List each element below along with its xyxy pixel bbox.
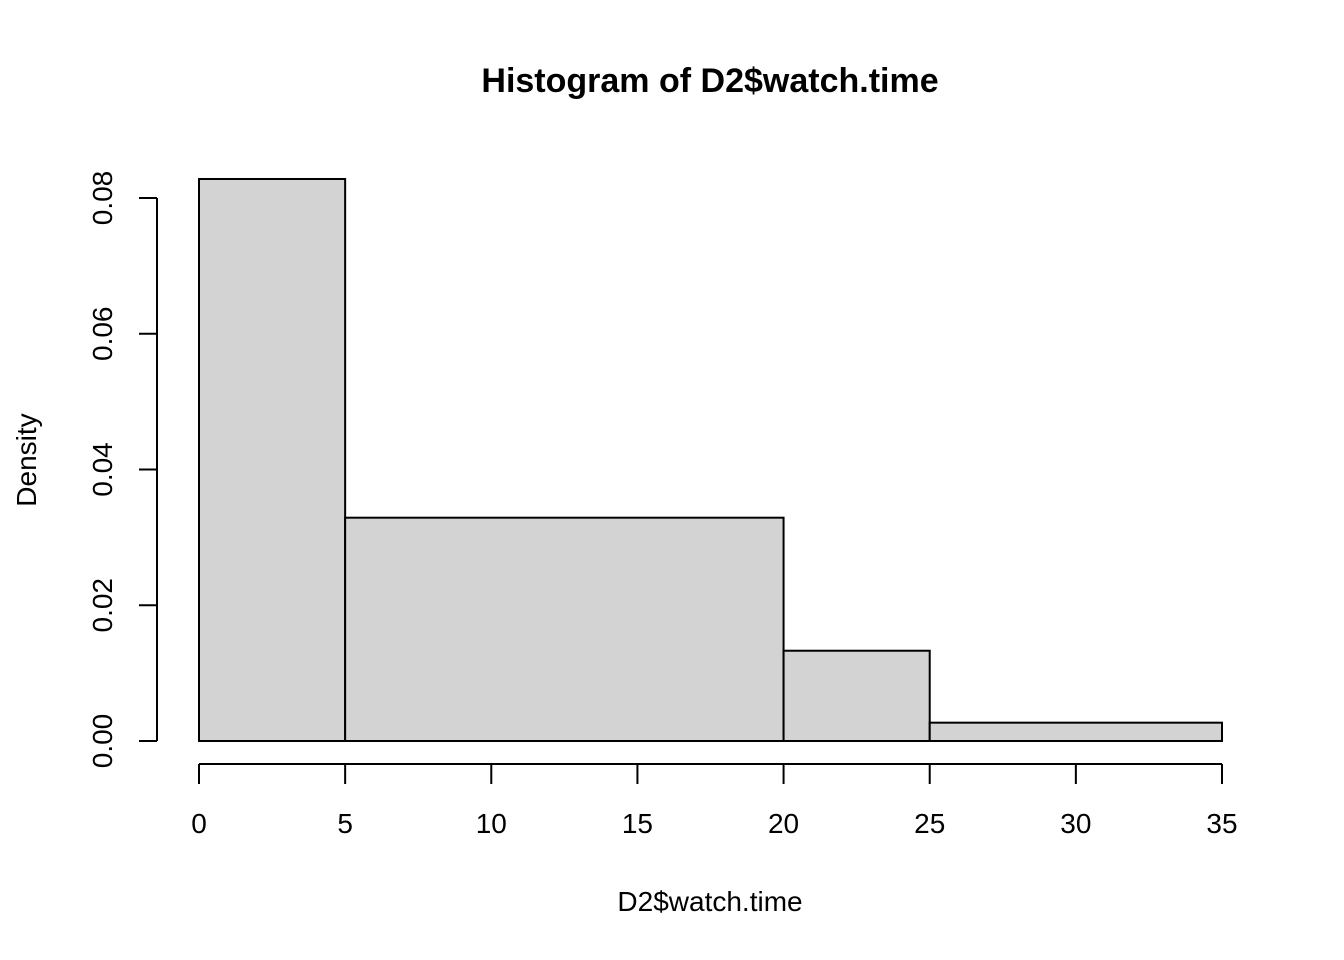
histogram-bar-2 (782, 649, 931, 742)
y-axis-label: Density (11, 413, 42, 506)
y-tick-label: 0.02 (87, 578, 118, 633)
x-tick-label: 30 (1060, 808, 1091, 839)
x-tick-label: 0 (191, 808, 207, 839)
y-axis: 0.00 0.02 0.04 0.06 0.08 (87, 171, 158, 769)
histogram-bars (198, 178, 1223, 742)
histogram-bar-0 (198, 178, 347, 742)
y-tick-label: 0.00 (87, 714, 118, 769)
y-tick-label: 0.06 (87, 307, 118, 362)
x-tick-label: 35 (1206, 808, 1237, 839)
x-tick-label: 10 (476, 808, 507, 839)
chart-title: Histogram of D2$watch.time (481, 62, 938, 100)
histogram-bar-3 (928, 721, 1223, 742)
x-tick-label: 5 (337, 808, 353, 839)
histogram-bar-1 (344, 516, 785, 742)
x-axis: 0 5 10 15 20 25 30 35 (191, 763, 1238, 839)
x-tick-label: 20 (768, 808, 799, 839)
x-tick-label: 25 (914, 808, 945, 839)
x-tick-label: 15 (622, 808, 653, 839)
y-tick-label: 0.08 (87, 171, 118, 226)
x-axis-label: D2$watch.time (617, 886, 802, 917)
y-tick-label: 0.04 (87, 442, 118, 497)
